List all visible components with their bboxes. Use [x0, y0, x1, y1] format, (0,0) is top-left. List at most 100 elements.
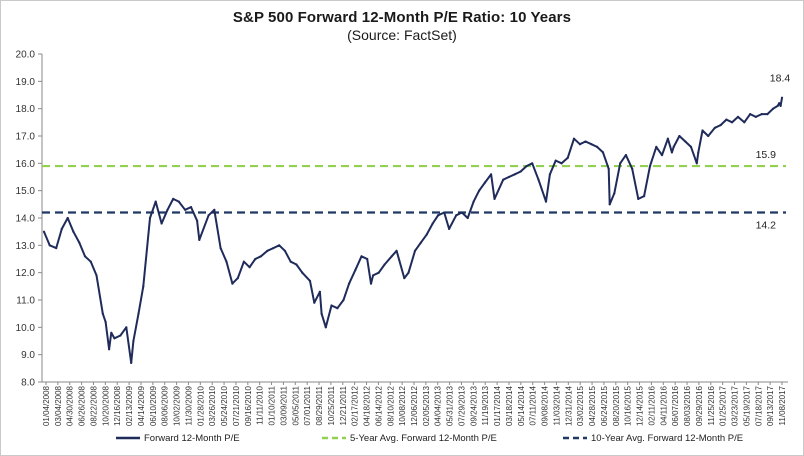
series-forward-pe-point [637, 197, 640, 200]
series-forward-pe-point [689, 145, 693, 148]
series-forward-pe-point [772, 107, 775, 110]
x-tick-label: 03/09/2011 [279, 385, 288, 425]
x-tick-label: 10/02/2009 [173, 385, 182, 426]
series-forward-pe-point [130, 361, 133, 364]
y-tick-label: 19.0 [16, 77, 36, 88]
series-forward-pe-point [198, 238, 201, 241]
series-forward-pe-point [478, 189, 481, 192]
series-forward-pe-point [213, 208, 216, 211]
x-tick-label: 07/11/2014 [529, 385, 538, 425]
series-forward-pe-point [776, 104, 779, 107]
series-forward-pe-point [566, 156, 569, 159]
x-tick-label: 06/26/2008 [78, 385, 87, 426]
x-tick-label: 10/25/2011 [327, 385, 336, 425]
x-tick-label: 06/10/2009 [149, 385, 158, 426]
series-forward-pe-point [236, 277, 239, 280]
series-forward-pe-point [177, 200, 180, 203]
x-tick-label: 01/17/2014 [493, 385, 502, 426]
series-forward-pe-point [701, 129, 704, 132]
x-tick-label: 12/31/2014 [564, 385, 573, 426]
legend-10yr-avg-label: 10-Year Avg. Forward 12-Month P/E [591, 433, 743, 444]
series-forward-pe-point [289, 260, 292, 263]
series-forward-pe-point [455, 214, 458, 217]
series-forward-pe-point [55, 247, 58, 250]
series-forward-pe-point [348, 282, 351, 285]
series-forward-pe-point [259, 255, 262, 258]
series-forward-pe-point [369, 282, 373, 285]
series-forward-pe-point [466, 216, 469, 220]
series-forward-pe-point [196, 219, 199, 222]
x-tick-label: 07/29/2013 [457, 385, 466, 426]
x-tick-label: 03/04/2008 [54, 385, 63, 426]
series-forward-pe-point [142, 285, 145, 288]
x-tick-label: 04/04/2013 [434, 385, 443, 426]
series-forward-pe-point [584, 140, 587, 143]
series-forward-pe-point [743, 121, 746, 124]
x-tick-label: 04/30/2008 [66, 385, 75, 426]
x-tick-label: 09/24/2013 [469, 385, 478, 426]
series-forward-pe-point [72, 230, 75, 233]
series-forward-pe-point [184, 208, 187, 211]
x-tick-label: 10/20/2008 [101, 385, 110, 426]
series-forward-pe-point [678, 134, 681, 138]
y-tick-label: 18.0 [16, 104, 36, 115]
series-forward-pe-point [342, 298, 345, 302]
series-forward-pe-point [425, 233, 428, 236]
series-forward-pe-point [101, 312, 104, 315]
series-forward-pe-point [125, 326, 128, 329]
series-forward-pe-point [490, 173, 493, 176]
x-tick-label: 06/24/2015 [600, 385, 609, 426]
x-tick-label: 06/14/2012 [374, 385, 383, 426]
series-forward-pe-point [330, 304, 333, 307]
series-forward-pe-point [672, 145, 675, 148]
x-tick-label: 03/02/2015 [576, 385, 585, 426]
series-forward-pe-point [166, 208, 169, 211]
series-forward-pe-point [372, 274, 375, 277]
series-forward-pe-point [660, 154, 664, 157]
x-tick-label: 01/04/2008 [42, 385, 51, 426]
series-forward-pe-point [780, 96, 784, 99]
series-forward-pe-point [42, 230, 46, 233]
series-forward-pe-point [448, 227, 451, 230]
y-tick-label: 20.0 [16, 50, 36, 61]
annotation-5yr-avg-value: 15.9 [756, 149, 777, 161]
x-tick-label: 02/05/2013 [422, 385, 431, 426]
series-forward-pe-point [110, 331, 113, 334]
series-forward-pe-point [189, 206, 193, 209]
series-forward-pe-point [513, 173, 516, 176]
series-forward-pe-point [707, 134, 710, 138]
series-forward-pe-point [779, 104, 782, 107]
x-tick-label: 12/16/2008 [113, 385, 122, 426]
x-tick-label: 11/19/2013 [481, 385, 490, 425]
x-tick-label: 11/25/2016 [707, 385, 716, 425]
x-tick-label: 02/11/2016 [647, 385, 656, 425]
x-tick-label: 10/16/2015 [624, 385, 633, 426]
y-tick-label: 13.0 [16, 241, 36, 252]
series-forward-pe-point [695, 162, 698, 165]
x-tick-label: 01/10/2011 [268, 385, 277, 425]
series-forward-pe-point [104, 320, 107, 323]
series-forward-pe-point [537, 178, 540, 181]
series-forward-pe-point [242, 260, 245, 263]
x-tick-label: 08/29/2011 [315, 385, 324, 425]
series-forward-pe-point [336, 307, 339, 310]
series-forward-pe-point [413, 249, 417, 252]
series-forward-pe-point [778, 102, 781, 105]
series-forward-pe-point [544, 200, 548, 203]
series-forward-pe-point [66, 216, 69, 220]
series-forward-pe-point [554, 159, 557, 162]
series-forward-pe-point [697, 151, 700, 154]
series-forward-pe-point [295, 263, 298, 266]
annotation-latest-value: 18.4 [770, 73, 791, 85]
series-forward-pe-point [493, 197, 496, 200]
series-forward-pe-point [766, 113, 769, 116]
series-forward-pe-point [472, 200, 475, 203]
series-forward-pe-point [377, 271, 380, 274]
x-tick-label: 05/24/2010 [220, 385, 229, 426]
series-forward-pe-point [548, 173, 552, 176]
legend-forward-pe-label: Forward 12-Month P/E [144, 433, 240, 444]
series-forward-pe-point [89, 260, 92, 263]
x-tick-label: 10/08/2012 [398, 385, 407, 426]
